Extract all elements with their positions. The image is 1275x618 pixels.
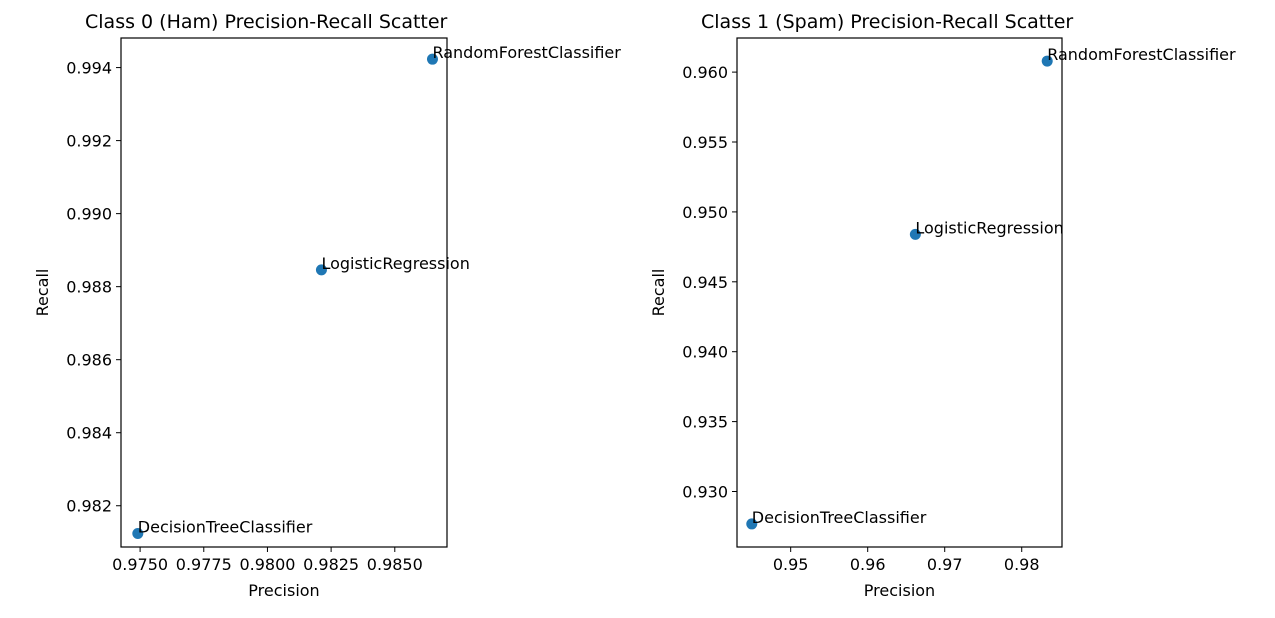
point-label: RandomForestClassifier: [432, 43, 621, 62]
x-axis-label: Precision: [864, 581, 935, 600]
point-label: DecisionTreeClassifier: [752, 508, 927, 527]
spam-scatter-panel: Class 1 (Spam) Precision-Recall Scatter 0…: [649, 11, 1236, 600]
scatter-point: [1041, 55, 1053, 67]
y-tick-label: 0.930: [682, 483, 728, 502]
y-tick-label: 0.986: [66, 351, 112, 370]
scatter-point: [132, 527, 144, 539]
y-tick-label: 0.960: [682, 63, 728, 82]
x-tick-label: 0.9750: [112, 555, 168, 574]
y-tick-label: 0.945: [682, 273, 728, 292]
y-tick-label: 0.940: [682, 343, 728, 362]
y-tick-label: 0.994: [66, 59, 112, 78]
scatter-point: [426, 53, 438, 65]
plot-frame: [120, 37, 448, 548]
y-axis-label: Recall: [33, 269, 52, 317]
chart-title: Class 1 (Spam) Precision-Recall Scatter: [701, 11, 1073, 33]
y-tick-label: 0.984: [66, 424, 112, 443]
plot-frame: [736, 37, 1063, 548]
x-tick-label: 0.9825: [303, 555, 359, 574]
y-tick-label: 0.992: [66, 132, 112, 151]
scatter-point: [746, 518, 758, 530]
point-label: LogisticRegression: [321, 254, 469, 273]
point-label: LogisticRegression: [915, 218, 1063, 237]
x-tick-label: 0.9775: [176, 555, 232, 574]
x-tick-label: 0.9850: [367, 555, 423, 574]
x-axis-label: Precision: [248, 581, 319, 600]
x-tick-label: 0.96: [850, 555, 886, 574]
chart-title: Class 0 (Ham) Precision-Recall Scatter: [85, 11, 448, 33]
y-tick-label: 0.990: [66, 205, 112, 224]
y-tick-label: 0.935: [682, 413, 728, 432]
y-tick-label: 0.988: [66, 278, 112, 297]
scatter-point: [315, 264, 327, 276]
ham-scatter-panel: Class 0 (Ham) Precision-Recall Scatter 0.…: [33, 11, 621, 600]
point-label: RandomForestClassifier: [1047, 45, 1236, 64]
x-tick-label: 0.97: [927, 555, 963, 574]
x-tick-label: 0.9800: [239, 555, 295, 574]
x-tick-label: 0.98: [1004, 555, 1040, 574]
x-tick-label: 0.95: [773, 555, 809, 574]
scatter-point: [909, 228, 921, 240]
y-tick-label: 0.982: [66, 497, 112, 516]
point-label: DecisionTreeClassifier: [138, 517, 313, 536]
y-tick-label: 0.950: [682, 203, 728, 222]
y-axis-label: Recall: [649, 269, 668, 317]
y-tick-label: 0.955: [682, 133, 728, 152]
